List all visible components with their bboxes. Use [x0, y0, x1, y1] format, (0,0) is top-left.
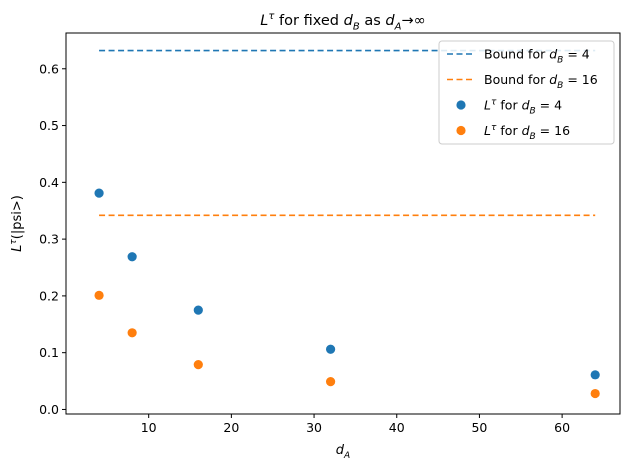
series-1-point	[94, 188, 104, 198]
x-axis: 10 20 30 40 50 60	[141, 414, 570, 435]
y-tick-label: 0.3	[39, 232, 59, 247]
series-2-point	[94, 290, 104, 300]
y-axis: 0.0 0.1 0.2 0.3 0.4 0.5 0.6	[39, 61, 66, 417]
legend-label: Lτ for dB = 16	[484, 123, 570, 142]
axes-frame	[65, 32, 621, 415]
legend-marker-swatch	[456, 125, 466, 136]
y-tick-label: 0.4	[39, 175, 59, 190]
y-tick-label: 0.6	[39, 61, 59, 76]
chart-title: Lτ for fixed dB as dA→∞	[260, 11, 425, 32]
x-tick-label: 30	[306, 420, 322, 435]
y-tick-label: 0.1	[39, 345, 59, 360]
series-1-point	[325, 344, 336, 354]
x-tick-label: 40	[389, 420, 405, 435]
x-tick-label: 10	[141, 420, 157, 435]
x-tick-label: 50	[471, 420, 487, 435]
series-1-point	[590, 370, 600, 380]
series-1-point	[193, 305, 203, 315]
x-tick-label: 60	[554, 420, 570, 435]
series-1-point	[127, 252, 137, 262]
y-axis-title: Lτ(|psi>)	[9, 195, 25, 252]
series-2-point	[193, 360, 203, 370]
legend-label: Bound for dB = 4	[484, 47, 590, 66]
x-axis-title: dA​	[336, 443, 350, 461]
series-2-point	[590, 388, 600, 399]
y-tick-label: 0.0	[39, 402, 59, 417]
legend-label: Lτ for dB = 4	[484, 98, 562, 117]
legend: Bound for dB = 4 Bound for dB = 16 Lτ for …	[438, 40, 615, 145]
legend-label: Bound for dB = 16	[484, 72, 598, 91]
y-tick-label: 0.2	[39, 288, 59, 303]
series-2-point	[127, 328, 137, 338]
legend-marker-swatch	[456, 100, 466, 110]
legend-box	[438, 40, 615, 145]
x-tick-label: 20	[223, 420, 239, 435]
y-tick-label: 0.5	[39, 118, 59, 133]
series-2-point	[325, 377, 336, 387]
